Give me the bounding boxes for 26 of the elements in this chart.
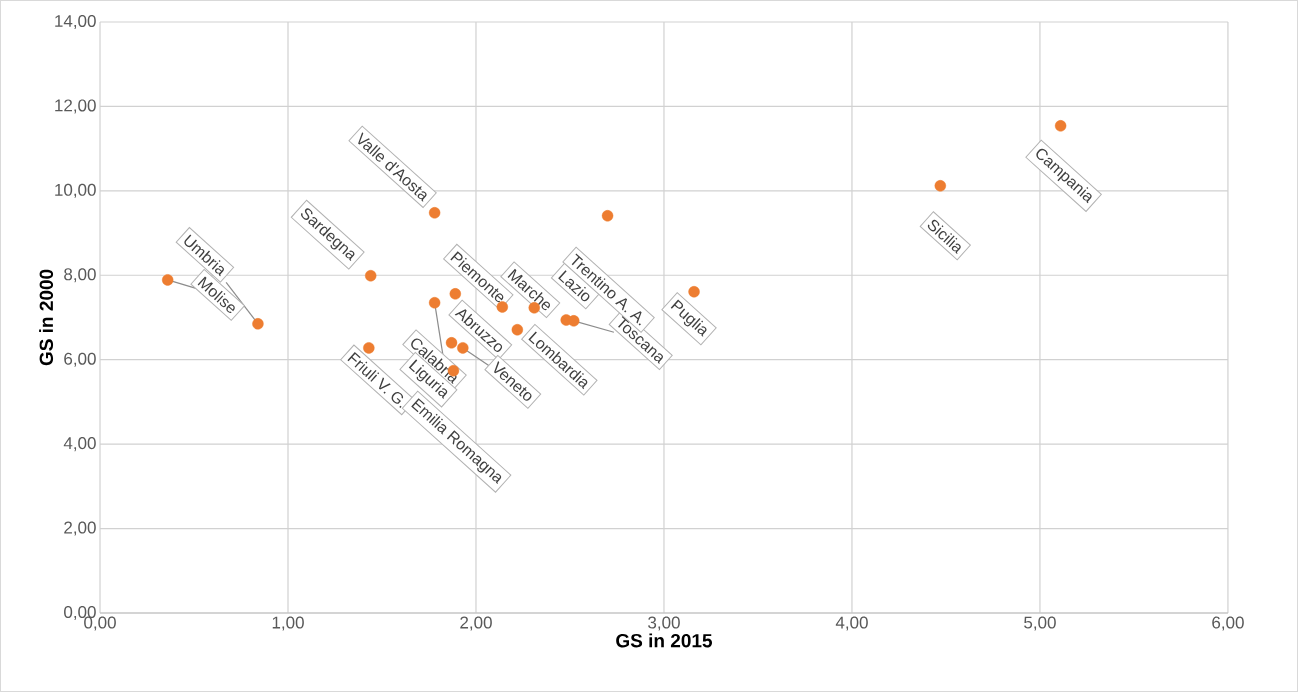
point — [428, 297, 441, 309]
y-axis-title: GS in 2000 — [39, 269, 54, 366]
point — [252, 318, 264, 330]
point — [365, 270, 377, 282]
point — [934, 180, 947, 192]
y-tick-label: 8,00 — [64, 268, 96, 283]
point — [688, 286, 700, 298]
point — [568, 315, 580, 327]
x-tick-label: 5,00 — [1024, 616, 1056, 631]
y-tick-label: 14,00 — [55, 14, 96, 30]
x-tick-label: 6,00 — [1212, 616, 1244, 631]
y-tick-label: 12,00 — [55, 99, 96, 114]
y-tick-label: 10,00 — [55, 183, 96, 198]
point — [601, 210, 614, 222]
x-tick-label: 4,00 — [835, 616, 868, 631]
point — [1054, 120, 1067, 132]
point — [428, 207, 441, 219]
x-tick-label: 2,00 — [460, 616, 492, 631]
y-tick-label: 6,00 — [64, 352, 96, 367]
point — [161, 274, 174, 286]
x-axis-title: GS in 2015 — [616, 633, 713, 648]
x-tick-label: 1,00 — [272, 616, 304, 631]
y-tick-label: 2,00 — [64, 521, 96, 536]
x-tick-label: 3,00 — [648, 616, 680, 631]
y-tick-label: 4,00 — [63, 437, 96, 452]
point — [511, 324, 524, 336]
